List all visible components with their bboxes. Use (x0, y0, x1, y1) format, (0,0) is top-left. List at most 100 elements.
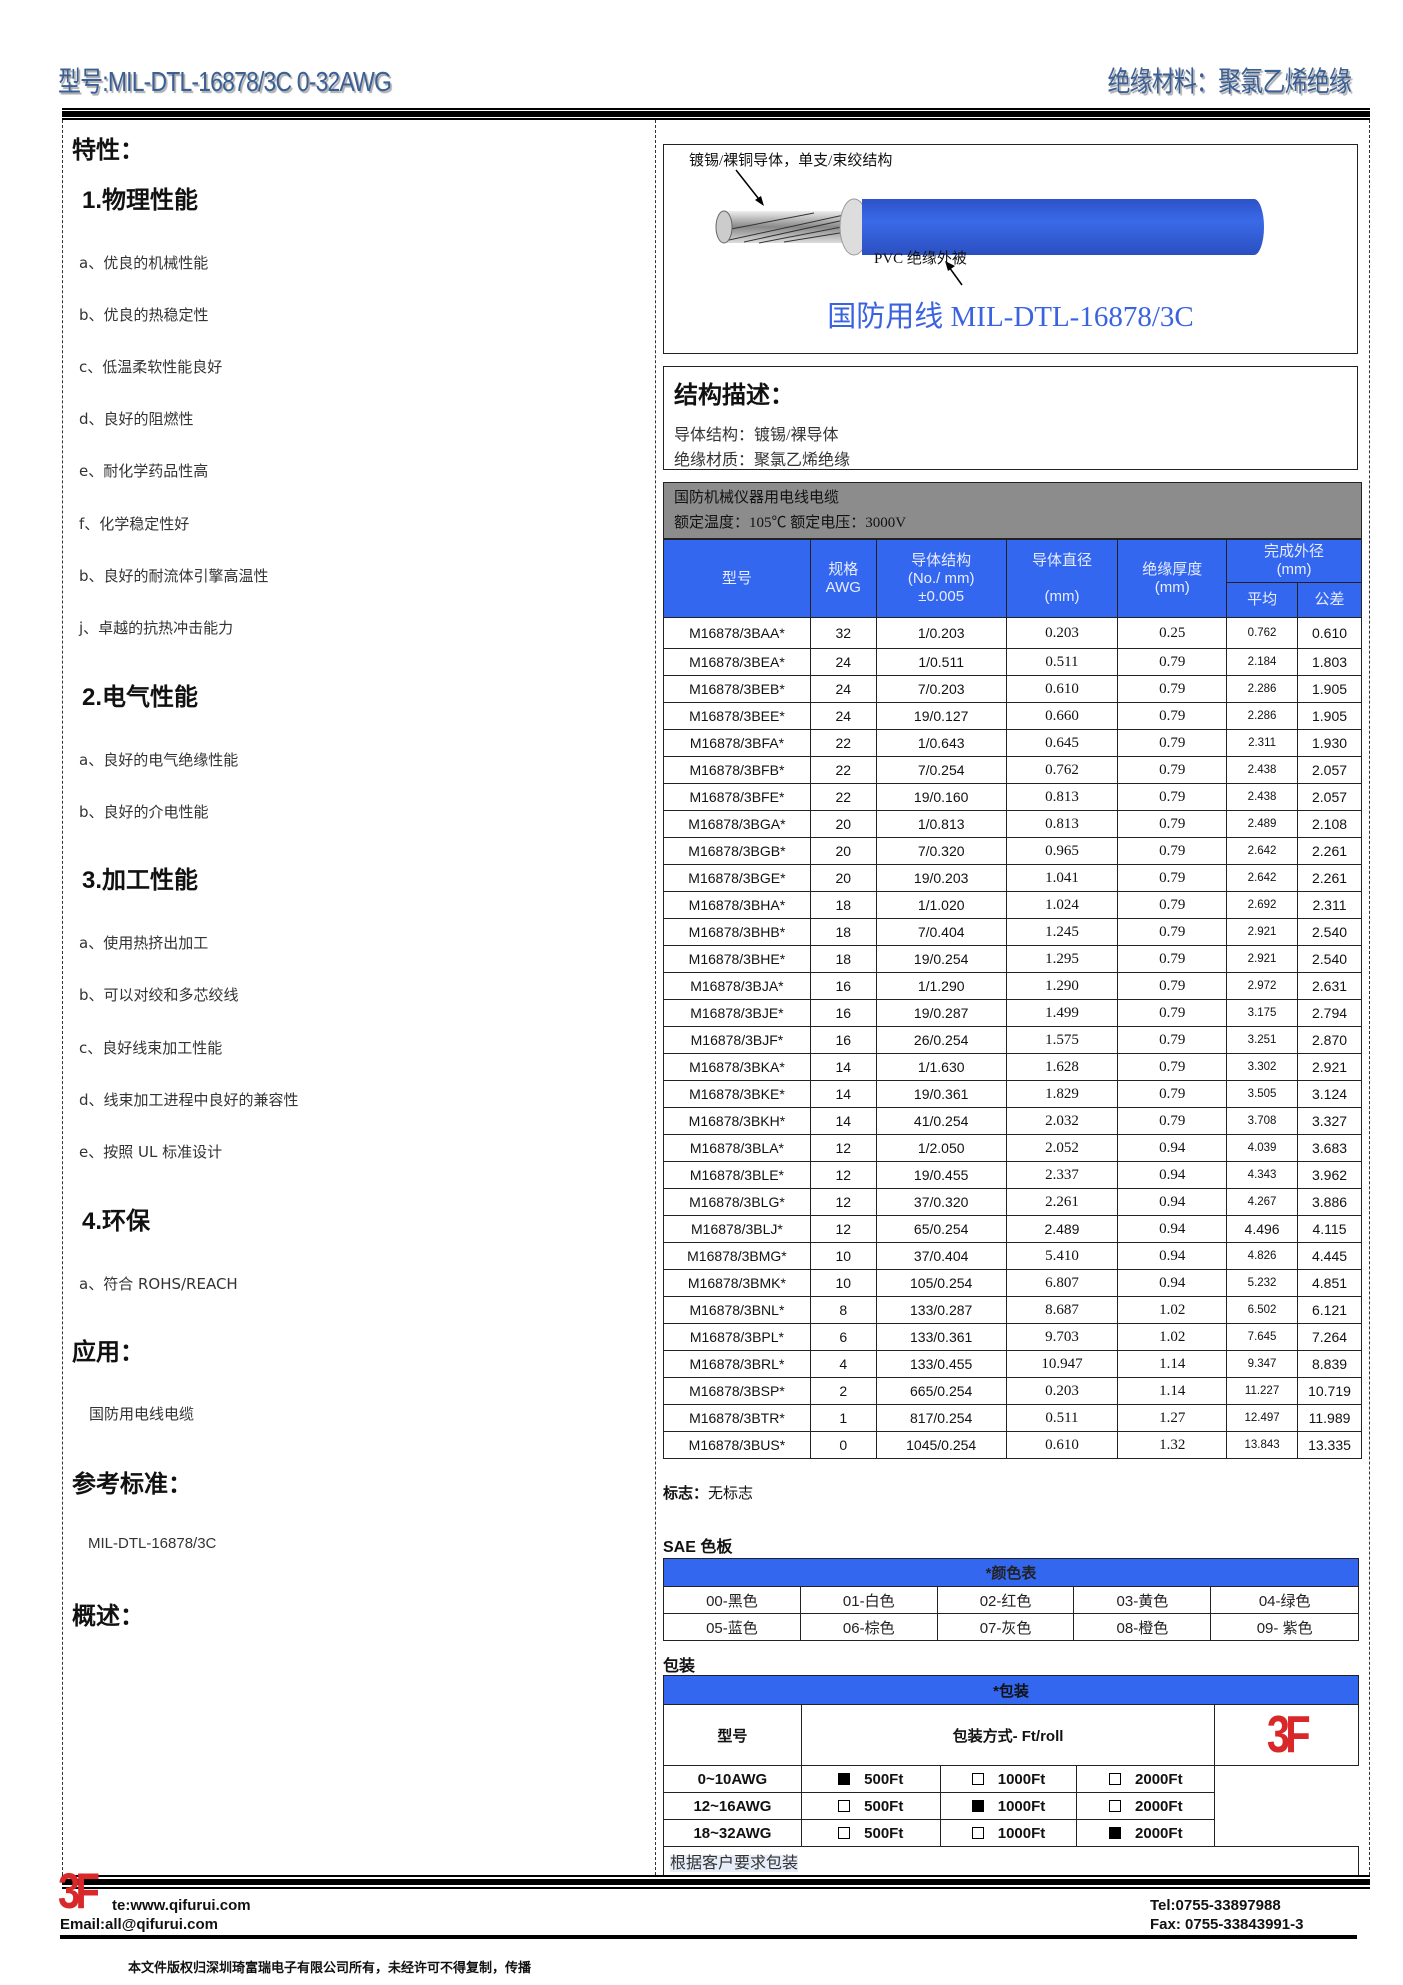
spec-cell: 0.79 (1117, 891, 1228, 919)
spec-cell: 1.575 (1005, 1026, 1119, 1054)
awg-range: 12~16AWG (663, 1792, 802, 1820)
spec-cell: 12 (809, 1188, 877, 1216)
packaging-option-label: 1000Ft (997, 1824, 1046, 1842)
spec-cell: 0.79 (1117, 729, 1228, 757)
packaging-option: 500Ft (800, 1765, 941, 1793)
footer-logo: 3F (58, 1863, 100, 1919)
spec-cell: 10.719 (1297, 1377, 1362, 1405)
spec-cell: 4.039 (1226, 1134, 1299, 1162)
section-title: 4.环保 (82, 1208, 151, 1235)
marking: 标志：无标志 (663, 1484, 754, 1502)
header-rule-bottom (62, 118, 1370, 120)
spec-cell: 8 (809, 1296, 877, 1324)
color-code: 08-橙色 (1073, 1613, 1212, 1641)
spec-row: M16878/3BLG* 12 37/0.320 2.261 0.94 4.267 3.88… (663, 1188, 1362, 1216)
spec-cell: M16878/3BHE* (663, 945, 811, 973)
spec-cell: M16878/3BFE* (663, 783, 811, 811)
spec-cell: 10 (809, 1242, 877, 1270)
packaging-option: 2000Ft (1076, 1819, 1216, 1847)
spec-cell: M16878/3BHB* (663, 918, 811, 946)
spec-cell: 2.286 (1226, 675, 1299, 703)
packaging-option: 500Ft (800, 1792, 941, 1820)
spec-cell: M16878/3BKE* (663, 1080, 811, 1108)
spec-cell: 2.794 (1297, 999, 1362, 1027)
packaging-title: 包装 (663, 1656, 696, 1675)
spec-cell: 1.02 (1117, 1323, 1228, 1351)
insulation-label: PVC 绝缘外被 (874, 251, 967, 267)
spec-cell: 4.267 (1226, 1188, 1299, 1216)
spec-cell: 19/0.254 (875, 945, 1007, 973)
feature-item: b、优良的热稳定性 (79, 306, 209, 324)
spec-cell: 0.79 (1117, 1107, 1228, 1135)
spec-cell: 2.631 (1297, 972, 1362, 1000)
spec-row: M16878/3BMK* 10 105/0.254 6.807 0.94 5.232 4.8… (663, 1269, 1362, 1297)
packaging-row: 0~10AWG 500Ft 1000Ft 2000Ft (663, 1765, 1359, 1793)
unchecked-box-icon[interactable] (838, 1826, 851, 1839)
spec-row: M16878/3BKH* 14 41/0.254 2.032 0.79 3.708 3.32… (663, 1107, 1362, 1135)
spec-row: M16878/3BEE* 24 19/0.127 0.660 0.79 2.286 1.90… (663, 702, 1362, 730)
spec-cell: 19/0.361 (875, 1080, 1007, 1108)
checked-box-icon[interactable] (838, 1772, 851, 1785)
feature-item: b、良好的介电性能 (79, 803, 209, 821)
spec-cell: 6 (809, 1323, 877, 1351)
col-model: 型号 (663, 539, 811, 618)
spec-cell: 1.290 (1005, 972, 1119, 1000)
spec-cell: M16878/3BPL* (663, 1323, 811, 1351)
checked-box-icon[interactable] (971, 1799, 984, 1812)
spec-row: M16878/3BKA* 14 1/1.630 1.628 0.79 3.302 2.921 (663, 1053, 1362, 1081)
packaging-option-label: 1000Ft (997, 1770, 1046, 1788)
spec-cell: 18 (809, 918, 877, 946)
unchecked-box-icon[interactable] (971, 1826, 984, 1839)
application-text: 国防用电线电缆 (89, 1405, 195, 1423)
spec-cell: 1.905 (1297, 702, 1362, 730)
spec-cell: 7.645 (1226, 1323, 1299, 1351)
spec-cell: 105/0.254 (875, 1269, 1007, 1297)
footer-email[interactable]: Email:all@qifurui.com (60, 1916, 218, 1933)
feature-item: d、线束加工进程中良好的兼容性 (79, 1091, 299, 1109)
spec-cell: 0.79 (1117, 999, 1228, 1027)
spec-cell: 2.438 (1226, 756, 1299, 784)
awg-range: 0~10AWG (663, 1765, 802, 1793)
footer-website[interactable]: te:www.qifurui.com (112, 1897, 251, 1914)
color-code: 02-红色 (936, 1586, 1075, 1614)
spec-cell: 12.497 (1226, 1404, 1299, 1432)
spec-row: M16878/3BLJ* 12 65/0.254 2.489 0.94 4.496 4.11… (663, 1215, 1362, 1243)
unchecked-box-icon[interactable] (1109, 1772, 1122, 1785)
spec-title: 国防机械仪器用电线电缆 (674, 488, 840, 506)
packaging-option-label: 500Ft (864, 1770, 904, 1788)
spec-cell: 0.79 (1117, 756, 1228, 784)
unchecked-box-icon[interactable] (838, 1799, 851, 1812)
spec-row: M16878/3BFE* 22 19/0.160 0.813 0.79 2.438 2.05… (663, 783, 1362, 811)
spec-cell: 1.024 (1005, 891, 1119, 919)
unchecked-box-icon[interactable] (971, 1772, 984, 1785)
spec-cell: M16878/3BKA* (663, 1053, 811, 1081)
spec-cell: 0.79 (1117, 918, 1228, 946)
spec-cell: 2.972 (1226, 972, 1299, 1000)
spec-cell: 4.851 (1297, 1269, 1362, 1297)
spec-cell: 22 (809, 783, 877, 811)
spec-cell: 9.347 (1226, 1350, 1299, 1378)
spec-cell: 0.813 (1005, 783, 1119, 811)
spec-cell: M16878/3BFB* (663, 756, 811, 784)
spec-cell: 8.687 (1005, 1296, 1119, 1324)
spec-row: M16878/3BGA* 20 1/0.813 0.813 0.79 2.489 2.108 (663, 810, 1362, 838)
spec-cell: 0.79 (1117, 810, 1228, 838)
checked-box-icon[interactable] (1109, 1826, 1122, 1839)
insulation-jacket (862, 199, 1264, 255)
packaging-table-title: *包装 (663, 1675, 1359, 1705)
spec-cell: 0.94 (1117, 1215, 1228, 1243)
spec-cell: 11.227 (1226, 1377, 1299, 1405)
spec-cell: 10 (809, 1269, 877, 1297)
spec-cell: 1/1.290 (875, 972, 1007, 1000)
spec-cell: M16878/3BJA* (663, 972, 811, 1000)
spec-cell: M16878/3BTR* (663, 1404, 811, 1432)
spec-cell: 4 (809, 1350, 877, 1378)
spec-cell: 2.489 (1226, 810, 1299, 838)
spec-cell: 13.843 (1226, 1431, 1299, 1459)
col-tolerance: 公差 (1297, 582, 1362, 618)
material-title: 绝缘材料：聚氯乙烯绝缘 (1107, 66, 1351, 97)
spec-cell: 8.839 (1297, 1350, 1362, 1378)
spec-cell: 1.02 (1117, 1296, 1228, 1324)
unchecked-box-icon[interactable] (1109, 1799, 1122, 1812)
spec-cell: 7/0.404 (875, 918, 1007, 946)
